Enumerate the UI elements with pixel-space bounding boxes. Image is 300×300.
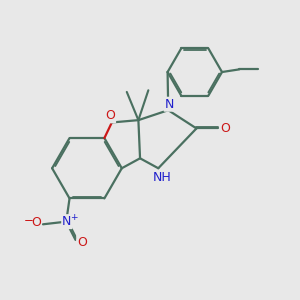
Text: N: N (62, 215, 72, 228)
Text: O: O (220, 122, 230, 135)
Text: O: O (31, 217, 40, 230)
Text: +: + (70, 213, 77, 222)
Text: −: − (23, 214, 33, 227)
Text: NH: NH (153, 171, 172, 184)
Text: O: O (77, 236, 87, 249)
Text: O: O (105, 109, 115, 122)
Text: N: N (165, 98, 174, 111)
